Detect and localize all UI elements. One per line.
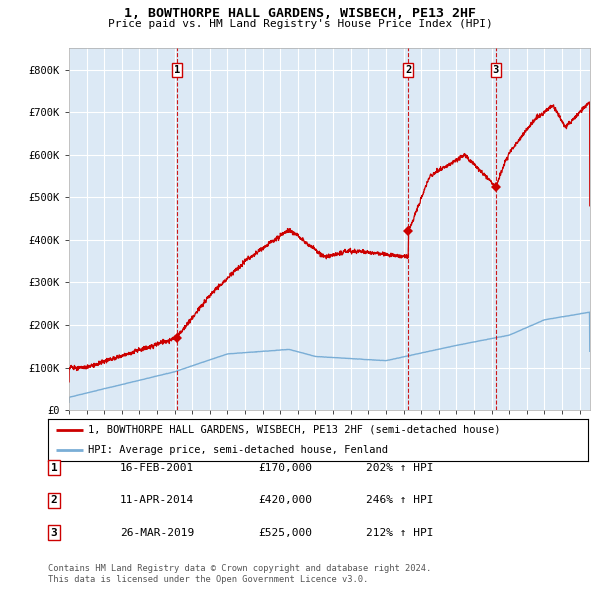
Text: 16-FEB-2001: 16-FEB-2001 — [120, 463, 194, 473]
Text: 1: 1 — [173, 65, 180, 75]
Text: 26-MAR-2019: 26-MAR-2019 — [120, 528, 194, 537]
Text: 246% ↑ HPI: 246% ↑ HPI — [366, 496, 433, 505]
Text: £420,000: £420,000 — [258, 496, 312, 505]
Text: £170,000: £170,000 — [258, 463, 312, 473]
Text: 1, BOWTHORPE HALL GARDENS, WISBECH, PE13 2HF: 1, BOWTHORPE HALL GARDENS, WISBECH, PE13… — [124, 7, 476, 20]
Text: 11-APR-2014: 11-APR-2014 — [120, 496, 194, 505]
Text: 3: 3 — [50, 528, 58, 537]
Text: HPI: Average price, semi-detached house, Fenland: HPI: Average price, semi-detached house,… — [89, 445, 389, 455]
Text: Contains HM Land Registry data © Crown copyright and database right 2024.: Contains HM Land Registry data © Crown c… — [48, 565, 431, 573]
Text: £525,000: £525,000 — [258, 528, 312, 537]
Text: 1, BOWTHORPE HALL GARDENS, WISBECH, PE13 2HF (semi-detached house): 1, BOWTHORPE HALL GARDENS, WISBECH, PE13… — [89, 425, 501, 435]
Text: 2: 2 — [50, 496, 58, 505]
Text: 1: 1 — [50, 463, 58, 473]
Text: 2: 2 — [406, 65, 412, 75]
Text: 212% ↑ HPI: 212% ↑ HPI — [366, 528, 433, 537]
Text: 202% ↑ HPI: 202% ↑ HPI — [366, 463, 433, 473]
Text: This data is licensed under the Open Government Licence v3.0.: This data is licensed under the Open Gov… — [48, 575, 368, 584]
Text: 3: 3 — [493, 65, 499, 75]
Text: Price paid vs. HM Land Registry's House Price Index (HPI): Price paid vs. HM Land Registry's House … — [107, 19, 493, 29]
